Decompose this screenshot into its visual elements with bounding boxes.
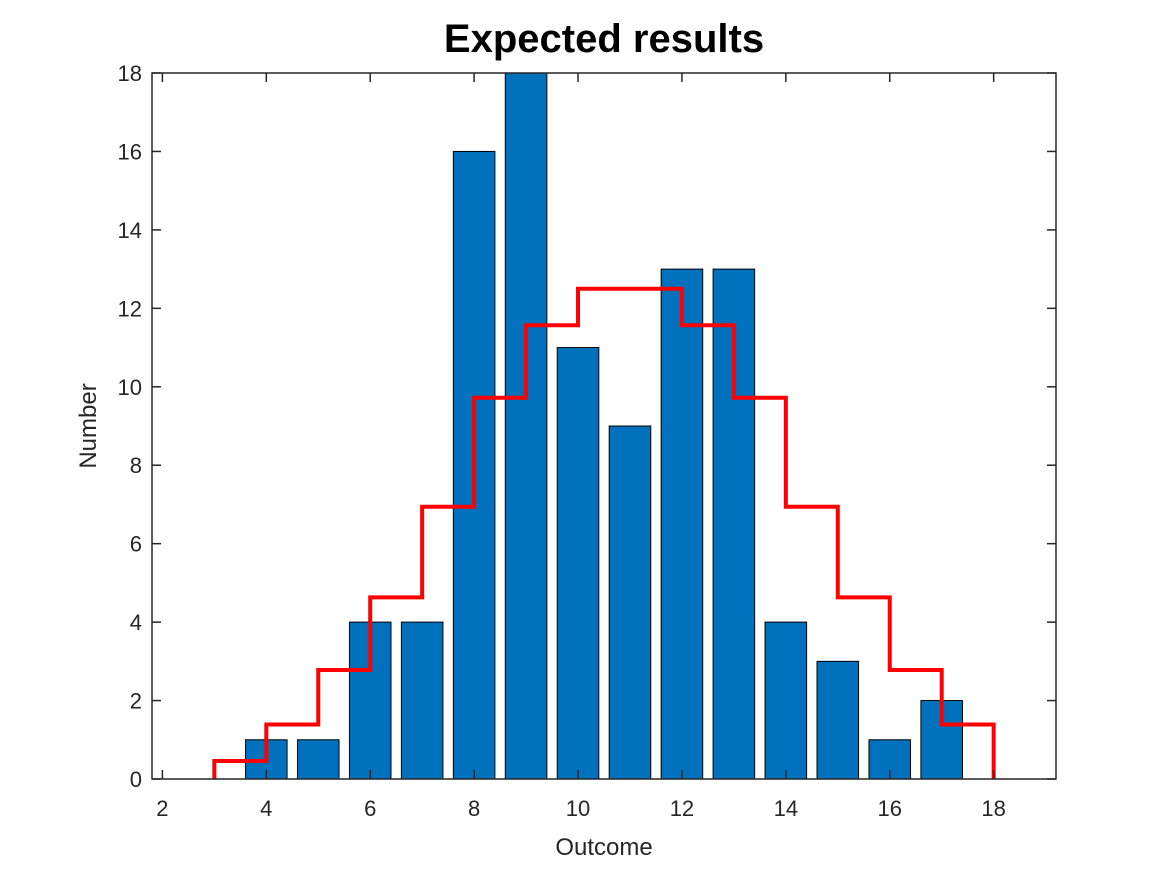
x-tick-label: 10 [566, 796, 590, 821]
y-tick-label: 18 [118, 61, 142, 86]
y-tick-label: 12 [118, 296, 142, 321]
expected-line-layer [212, 286, 996, 779]
y-tick-label: 0 [130, 767, 142, 792]
x-tick-label: 8 [468, 796, 480, 821]
bar-10 [556, 347, 600, 780]
bar-5 [296, 739, 340, 780]
y-tick-label: 14 [118, 218, 142, 243]
x-tick-label: 16 [878, 796, 902, 821]
x-tick-label: 2 [156, 796, 168, 821]
x-tick-label: 4 [260, 796, 272, 821]
bar-15 [816, 660, 860, 780]
x-axis-label: Outcome [555, 834, 652, 861]
axes-box [151, 72, 1057, 780]
x-tick-label: 12 [670, 796, 694, 821]
x-tick-label: 6 [364, 796, 376, 821]
y-tick-label: 10 [118, 375, 142, 400]
bar-12 [660, 268, 704, 780]
y-tick-label: 2 [130, 689, 142, 714]
y-axis-label: Number [75, 383, 102, 468]
y-tick-label: 16 [118, 139, 142, 164]
y-tick-label: 8 [130, 453, 142, 478]
bar-14 [764, 621, 808, 780]
bar-9 [504, 72, 548, 780]
expected-line [212, 286, 996, 779]
y-tick-label: 4 [130, 610, 142, 635]
bar-11 [608, 425, 652, 780]
chart-title: Expected results [444, 17, 764, 61]
bar-7 [400, 621, 444, 780]
bars-layer [245, 72, 963, 780]
y-tick-label: 6 [130, 532, 142, 557]
x-tick-label: 14 [774, 796, 798, 821]
x-tick-label: 18 [981, 796, 1005, 821]
